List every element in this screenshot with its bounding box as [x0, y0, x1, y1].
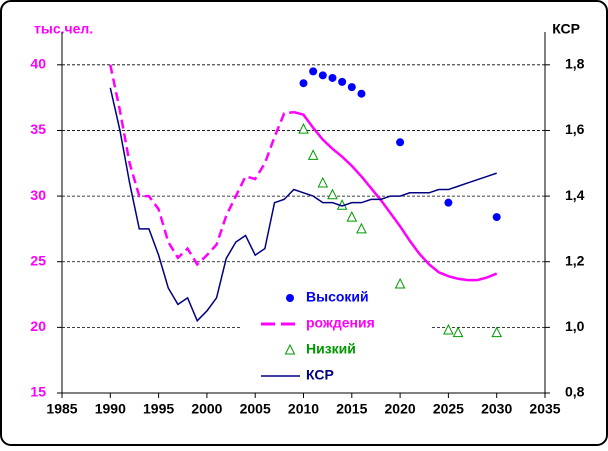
legend-marker	[284, 343, 296, 355]
y-tick-label: 35	[30, 121, 46, 137]
marker	[299, 79, 308, 88]
y-tick-label: 40	[30, 56, 46, 72]
x-tick-label: 2030	[481, 401, 512, 417]
y2-tick-label: 0,8	[565, 384, 585, 400]
y2-tick-label: 1,2	[565, 252, 585, 268]
marker	[396, 138, 405, 147]
marker	[394, 277, 406, 289]
marker	[298, 123, 309, 134]
x-tick-label: 1990	[95, 401, 126, 417]
marker	[444, 198, 453, 207]
x-tick-label: 2015	[336, 401, 367, 417]
y-tick-label: 30	[30, 187, 46, 203]
marker	[328, 73, 337, 82]
y-tick-label: 20	[30, 318, 46, 334]
x-tick-label: 2010	[288, 401, 319, 417]
y2-tick-label: 1,4	[565, 187, 585, 203]
x-tick-label: 2005	[240, 401, 271, 417]
marker	[307, 149, 319, 160]
y2-axis-label: КСР	[552, 21, 580, 37]
line	[293, 110, 498, 282]
marker	[452, 326, 464, 338]
marker	[317, 176, 329, 188]
x-tick-label: 2000	[191, 401, 222, 417]
legend-label: Низкий	[306, 341, 356, 357]
x-tick-label: 2020	[385, 401, 416, 417]
marker	[346, 210, 358, 222]
y-axis-label: тыс.чел.	[34, 21, 93, 37]
marker	[338, 77, 347, 86]
marker	[443, 323, 454, 335]
line	[109, 87, 497, 323]
y2-tick-label: 1,0	[565, 318, 585, 334]
legend-label: рождения	[306, 315, 375, 331]
marker	[318, 71, 327, 80]
marker	[491, 326, 503, 338]
legend-box	[240, 284, 430, 386]
legend-label: Высокий	[306, 289, 369, 305]
marker	[357, 89, 366, 98]
marker	[492, 213, 501, 222]
marker	[347, 83, 356, 92]
marker	[356, 222, 367, 234]
y-tick-label: 25	[30, 252, 46, 268]
x-tick-label: 2025	[433, 401, 464, 417]
marker	[309, 67, 318, 76]
y2-tick-label: 1,8	[565, 56, 585, 72]
marker	[327, 188, 338, 200]
x-tick-label: 1995	[143, 401, 174, 417]
line	[109, 64, 295, 267]
x-tick-label: 2035	[529, 401, 560, 417]
y-tick-label: 15	[30, 384, 46, 400]
y2-tick-label: 1,6	[565, 121, 585, 137]
legend-label: КСР	[306, 367, 334, 383]
x-tick-label: 1985	[46, 401, 77, 417]
legend-marker	[286, 294, 294, 302]
